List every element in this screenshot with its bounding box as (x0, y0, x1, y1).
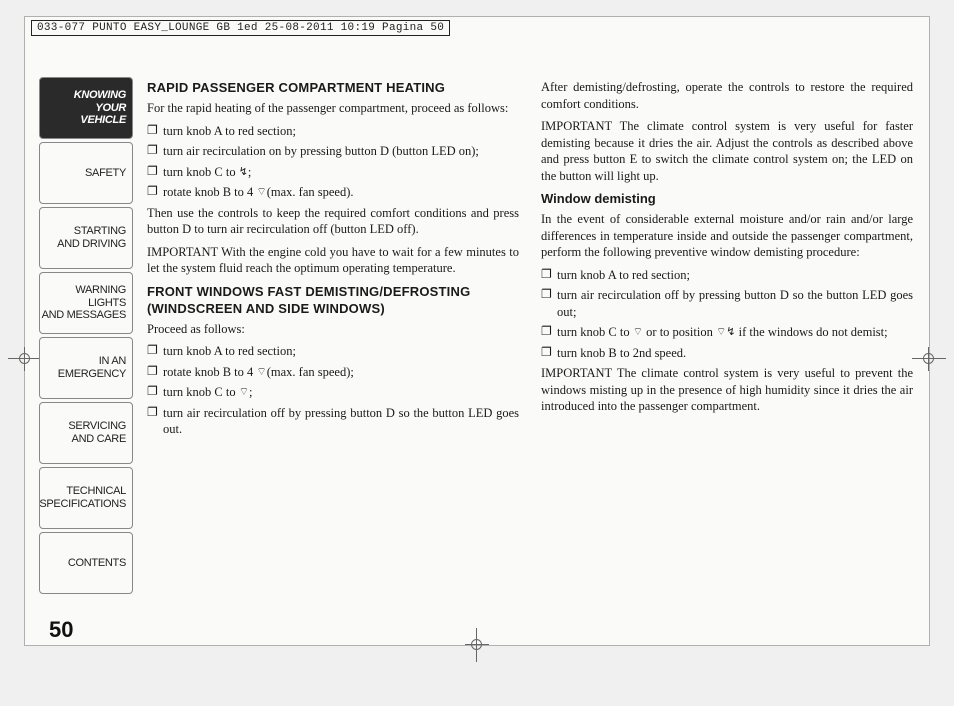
sidebar-tab-0[interactable]: KNOWINGYOURVEHICLE (39, 77, 133, 139)
text-fragment: rotate knob B to 4 (163, 185, 256, 199)
sidebar-tabs: KNOWINGYOURVEHICLE SAFETY STARTINGAND DRIV… (39, 77, 133, 597)
defrost-icon: ⌔ (239, 385, 249, 400)
bullet-icon: ❐ (147, 123, 163, 140)
text-fragment: if the windows do not demist; (736, 325, 888, 339)
bullet-icon: ❐ (147, 343, 163, 360)
sidebar-tab-line: AND MESSAGES (42, 309, 126, 322)
sidebar-tab-line: KNOWING (74, 89, 126, 102)
text-fragment: turn knob C to (163, 385, 239, 399)
paragraph: Then use the controls to keep the requir… (147, 205, 519, 238)
bullet-icon: ❐ (147, 405, 163, 438)
paragraph-important: IMPORTANT The climate control system is … (541, 365, 913, 415)
list-text: turn knob C to ⌔ or to position ⌔↯ if th… (557, 324, 913, 341)
list-item: ❐ turn knob A to red section; (541, 267, 913, 284)
text-fragment: (max. fan speed); (267, 365, 354, 379)
feet-icon: ↯ (239, 165, 248, 180)
list-text: rotate knob B to 4 ⌔(max. fan speed); (163, 364, 519, 381)
sidebar-tab-line: AND CARE (72, 433, 126, 446)
paragraph: After demisting/defrosting, operate the … (541, 79, 913, 112)
list-text: turn knob C to ⌔; (163, 384, 519, 401)
heading-window-demisting: Window demisting (541, 190, 913, 207)
list-item: ❐ turn knob A to red section; (147, 343, 519, 360)
list-item: ❐ turn air recirculation on by pressing … (147, 143, 519, 160)
list-text: turn knob C to ↯; (163, 164, 519, 181)
prepress-header: 033-077 PUNTO EASY_LOUNGE GB 1ed 25-08-2… (31, 20, 450, 36)
crop-mark-bottom (471, 628, 483, 662)
list-item: ❐ turn knob C to ↯; (147, 164, 519, 181)
crop-mark-right (912, 353, 946, 365)
list-item: ❐ turn knob A to red section; (147, 123, 519, 140)
defrost-icon: ⌔ (633, 325, 643, 340)
sidebar-tab-1[interactable]: SAFETY (39, 142, 133, 204)
list-text: turn knob A to red section; (557, 267, 913, 284)
text-fragment: turn knob C to (557, 325, 633, 339)
sidebar-tab-3[interactable]: WARNING LIGHTSAND MESSAGES (39, 272, 133, 334)
heading-demist-defrost: FRONT WINDOWS FAST DEMISTING/DEFROSTING … (147, 283, 519, 317)
paragraph-important: IMPORTANT With the engine cold you have … (147, 244, 519, 277)
paragraph: Proceed as follows: (147, 321, 519, 338)
page: 033-077 PUNTO EASY_LOUNGE GB 1ed 25-08-2… (24, 16, 930, 646)
sidebar-tab-line: TECHNICAL (66, 485, 126, 498)
list-text: rotate knob B to 4 ⌔(max. fan speed). (163, 184, 519, 201)
sidebar-tab-5[interactable]: SERVICINGAND CARE (39, 402, 133, 464)
sidebar-tab-6[interactable]: TECHNICALSPECIFICATIONS (39, 467, 133, 529)
bullet-icon: ❐ (541, 287, 557, 320)
bullet-icon: ❐ (147, 384, 163, 401)
sidebar-tab-line: SPECIFICATIONS (39, 498, 126, 511)
sidebar-tab-line: AND DRIVING (57, 238, 126, 251)
fan-icon: ⌔ (256, 185, 266, 200)
page-number: 50 (49, 617, 73, 643)
column-right: After demisting/defrosting, operate the … (541, 79, 913, 442)
text-fragment: ; (248, 165, 251, 179)
sidebar-tab-4[interactable]: IN ANEMERGENCY (39, 337, 133, 399)
sidebar-tab-line: WARNING LIGHTS (40, 284, 126, 309)
text-fragment: rotate knob B to 4 (163, 365, 256, 379)
paragraph: For the rapid heating of the passenger c… (147, 100, 519, 117)
sidebar-tab-line: SAFETY (85, 167, 126, 180)
text-fragment: ; (249, 385, 252, 399)
heading-rapid-heating: RAPID PASSENGER COMPARTMENT HEATING (147, 79, 519, 96)
body-columns: RAPID PASSENGER COMPARTMENT HEATING For … (147, 79, 913, 442)
bullet-icon: ❐ (541, 324, 557, 341)
list-item: ❐ turn knob C to ⌔; (147, 384, 519, 401)
sidebar-tab-line: SERVICING (68, 420, 126, 433)
list-item: ❐ turn knob C to ⌔ or to position ⌔↯ if … (541, 324, 913, 341)
list-item: ❐ turn air recirculation off by pressing… (147, 405, 519, 438)
list-text: turn knob B to 2nd speed. (557, 345, 913, 362)
list-item: ❐ rotate knob B to 4 ⌔(max. fan speed). (147, 184, 519, 201)
list-text: turn knob A to red section; (163, 123, 519, 140)
sidebar-tab-line: CONTENTS (68, 557, 126, 570)
sidebar-tab-line: IN AN (99, 355, 126, 368)
paragraph-important: IMPORTANT The climate control system is … (541, 118, 913, 184)
bullet-icon: ❐ (541, 345, 557, 362)
defrost-feet-icon: ⌔↯ (716, 325, 736, 340)
crop-mark-left (8, 353, 42, 365)
bullet-icon: ❐ (541, 267, 557, 284)
sidebar-tab-line: STARTING (74, 225, 126, 238)
bullet-icon: ❐ (147, 364, 163, 381)
text-fragment: turn knob C to (163, 165, 239, 179)
sidebar-tab-2[interactable]: STARTINGAND DRIVING (39, 207, 133, 269)
text-fragment: or to position (643, 325, 716, 339)
list-item: ❐ turn air recirculation off by pressing… (541, 287, 913, 320)
list-item: ❐ rotate knob B to 4 ⌔(max. fan speed); (147, 364, 519, 381)
list-text: turn air recirculation off by pressing b… (557, 287, 913, 320)
list-item: ❐ turn knob B to 2nd speed. (541, 345, 913, 362)
sidebar-tab-line: YOUR (95, 102, 126, 115)
fan-icon: ⌔ (256, 365, 266, 380)
bullet-icon: ❐ (147, 143, 163, 160)
sidebar-tab-7[interactable]: CONTENTS (39, 532, 133, 594)
list-text: turn air recirculation on by pressing bu… (163, 143, 519, 160)
sidebar-tab-line: EMERGENCY (58, 368, 126, 381)
bullet-icon: ❐ (147, 184, 163, 201)
column-left: RAPID PASSENGER COMPARTMENT HEATING For … (147, 79, 519, 442)
list-text: turn air recirculation off by pressing b… (163, 405, 519, 438)
list-text: turn knob A to red section; (163, 343, 519, 360)
sidebar-tab-line: VEHICLE (80, 114, 126, 127)
text-fragment: (max. fan speed). (267, 185, 354, 199)
bullet-icon: ❐ (147, 164, 163, 181)
paragraph: In the event of considerable external mo… (541, 211, 913, 261)
